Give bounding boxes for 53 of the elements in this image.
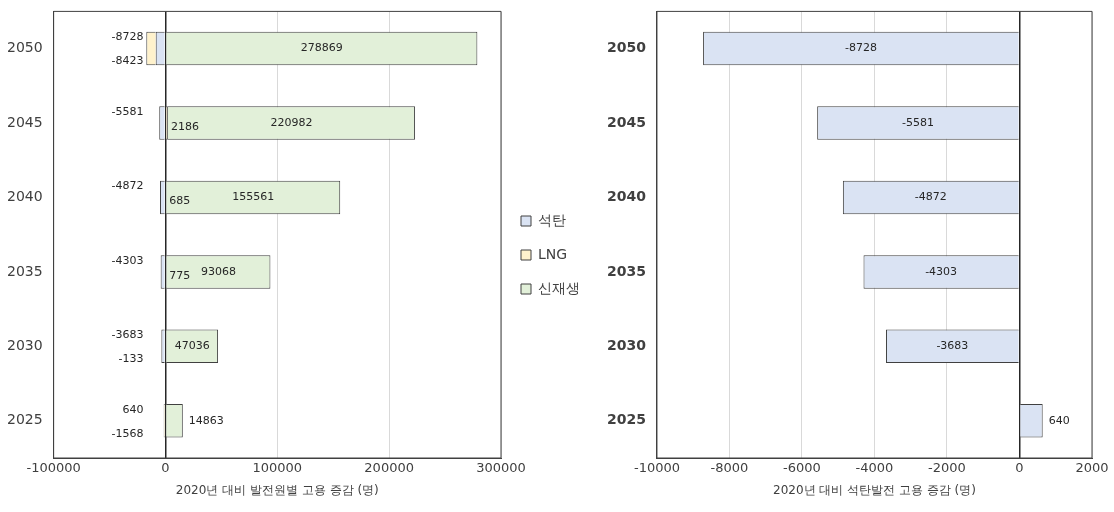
data-label: -5581 [111, 104, 144, 118]
data-label: 685 [169, 194, 191, 208]
legend-label: 석탄 [538, 211, 566, 228]
y-tick-label: 2040 [607, 188, 647, 205]
y-tick-label: 2050 [6, 39, 43, 56]
x-axis-title: 2020년 대비 발전원별 고용 증감 (명) [175, 482, 379, 497]
data-label: -8423 [111, 54, 144, 68]
x-tick-label: -4000 [855, 460, 894, 476]
x-tick-label: 0 [161, 460, 170, 476]
data-label: 640 [1048, 413, 1070, 427]
y-tick-label: 2040 [6, 188, 43, 205]
x-tick-label: 100000 [252, 460, 303, 476]
data-label: -4303 [111, 253, 144, 267]
data-label: 640 [122, 402, 144, 416]
data-label: 14863 [188, 413, 224, 427]
data-label: -8728 [111, 30, 144, 44]
data-label: -3683 [111, 328, 144, 342]
data-label: 775 [169, 268, 191, 282]
data-label: -133 [118, 352, 144, 366]
x-tick-label: -6000 [783, 460, 821, 476]
data-label: -5581 [901, 115, 934, 129]
y-tick-label: 2025 [6, 411, 43, 428]
y-tick-label: 2035 [607, 262, 646, 279]
x-tick-label: -8000 [710, 460, 749, 476]
y-tick-label: 2045 [607, 113, 646, 130]
data-label: -4303 [925, 264, 958, 278]
data-label: -8728 [844, 41, 877, 55]
data-label: -3683 [936, 339, 969, 353]
legend-label: 신재생 [538, 279, 580, 296]
y-tick-label: 2050 [607, 39, 647, 56]
x-axis-title: 2020년 대비 석탄발전 고용 증감 (명) [772, 482, 976, 497]
data-label: 155561 [232, 190, 275, 204]
x-tick-label: 300000 [476, 460, 526, 476]
data-label: 2186 [170, 119, 199, 133]
x-tick-label: 0 [1015, 460, 1024, 476]
data-label: -1568 [111, 426, 144, 440]
x-tick-label: 2000 [1075, 460, 1109, 476]
data-label: 278869 [300, 41, 343, 55]
data-label: -4872 [914, 190, 947, 204]
data-label: 47036 [174, 339, 210, 353]
data-label: 93068 [200, 264, 236, 278]
y-tick-label: 2035 [6, 262, 43, 279]
y-tick-label: 2030 [607, 336, 647, 353]
y-tick-label: 2045 [6, 113, 43, 130]
y-tick-label: 2025 [607, 411, 646, 428]
legend-label: LNG [538, 245, 568, 262]
x-tick-label: -2000 [928, 460, 966, 476]
data-label: -4872 [111, 179, 144, 193]
x-tick-label: 200000 [364, 460, 414, 476]
x-tick-label: -10000 [633, 460, 680, 476]
data-label: 220982 [270, 115, 313, 129]
x-tick-label: -100000 [26, 460, 81, 476]
y-tick-label: 2030 [6, 336, 43, 353]
